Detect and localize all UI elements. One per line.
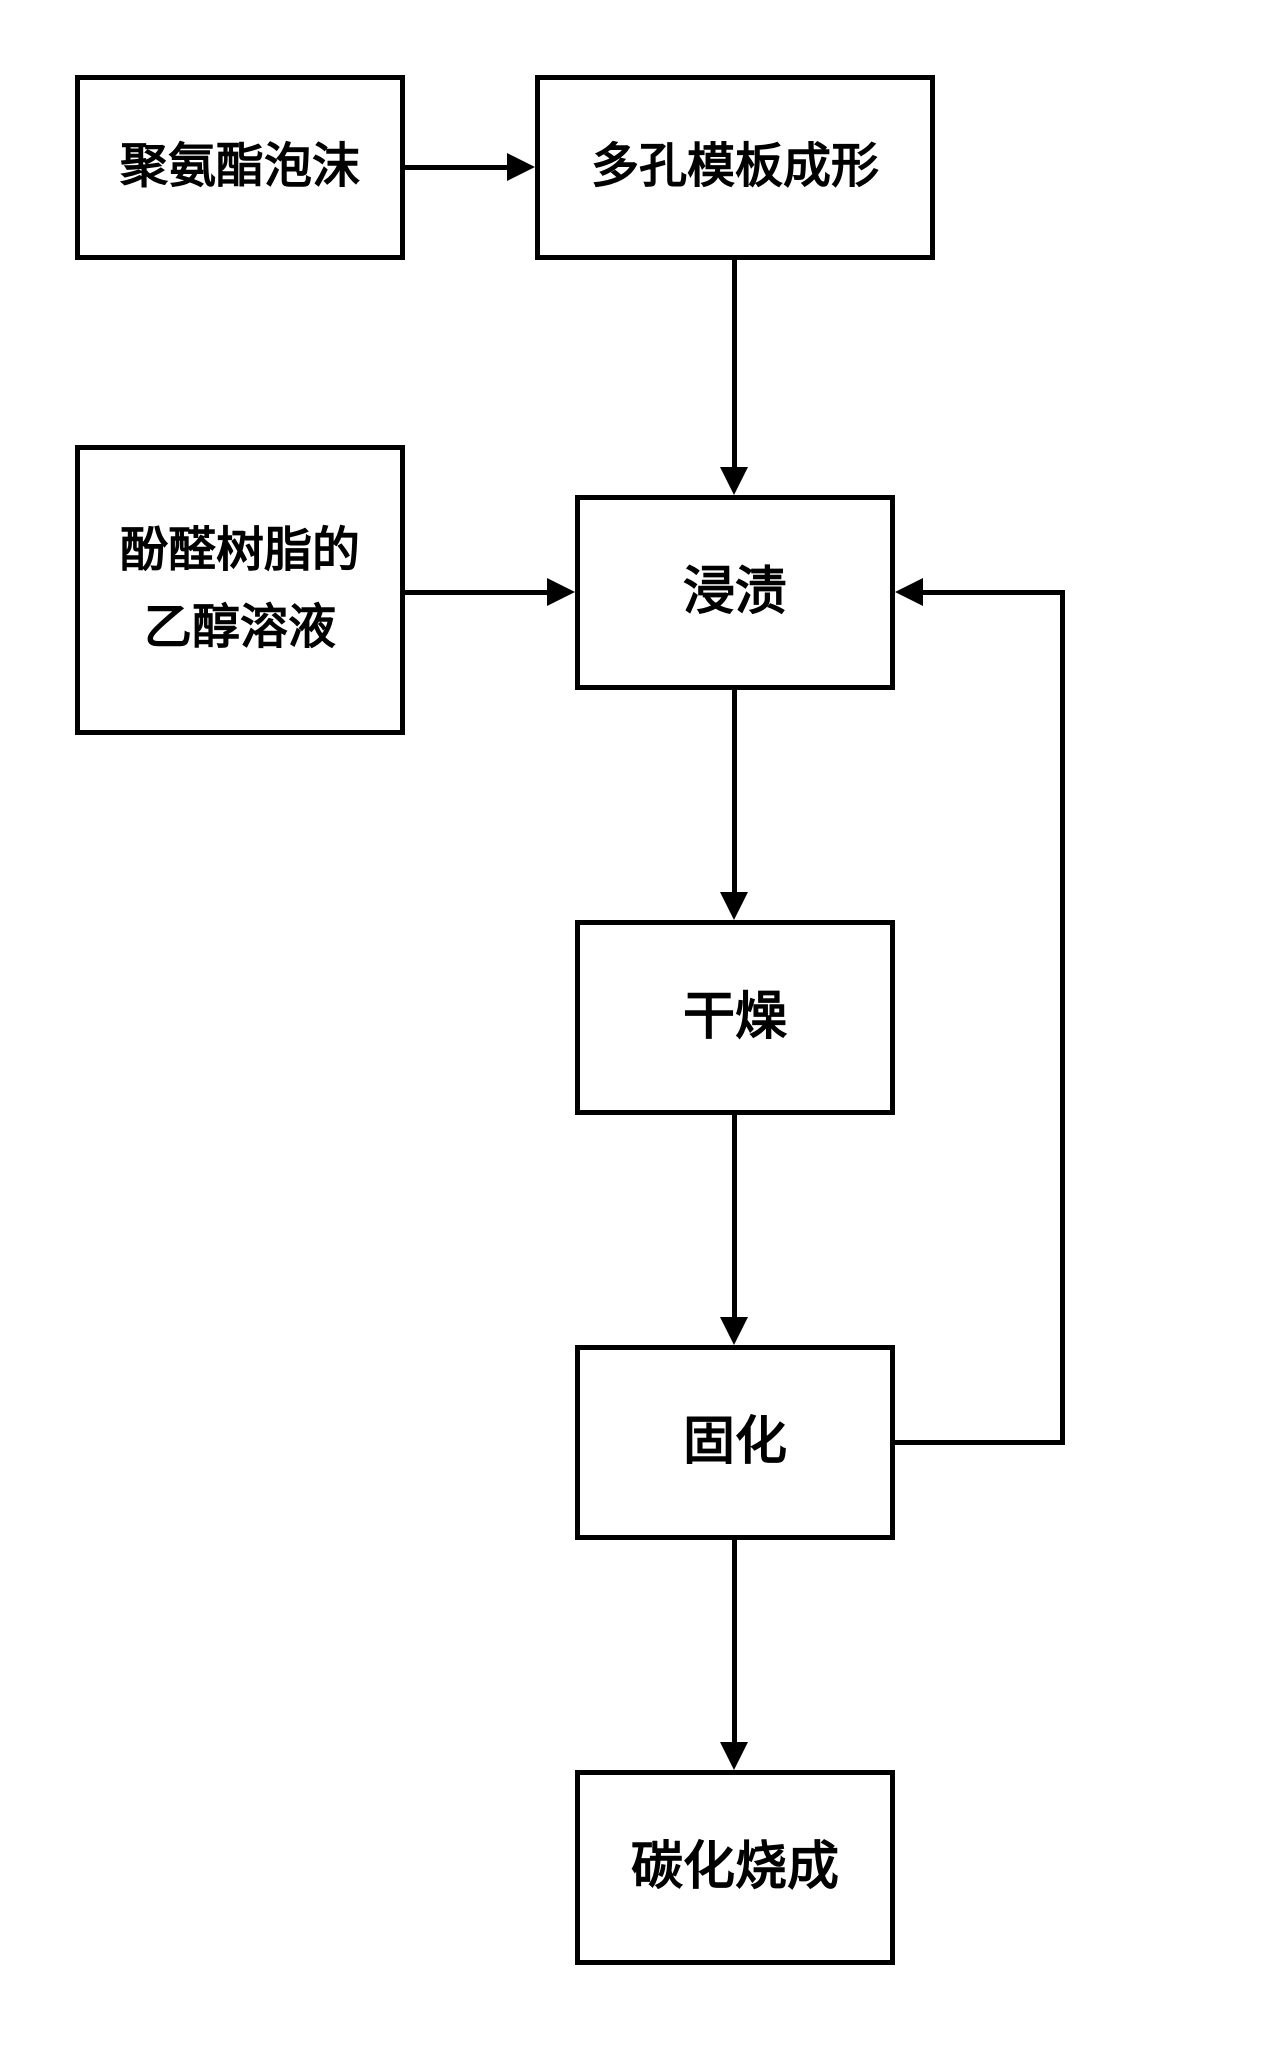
node-impregnation: 浸渍 (575, 495, 895, 690)
node-label: 多孔模板成形 (591, 129, 879, 206)
edge-n6-n4-seg2 (1060, 590, 1065, 1445)
node-phenolic-resin-ethanol: 酚醛树脂的 乙醇溶液 (75, 445, 405, 735)
node-label: 干燥 (683, 976, 787, 1059)
arrowhead-n2-n4 (720, 467, 748, 495)
edge-n2-n4 (732, 260, 737, 467)
node-label: 浸渍 (683, 551, 787, 634)
node-label: 酚醛树脂的 乙醇溶液 (120, 513, 360, 667)
edge-n6-n4-seg1 (895, 1440, 1065, 1445)
edge-n3-n4 (405, 590, 547, 595)
flowchart-container: 聚氨酯泡沫 多孔模板成形 酚醛树脂的 乙醇溶液 浸渍 干燥 固化 碳化烧成 (0, 0, 1285, 2056)
arrowhead-n3-n4 (547, 578, 575, 606)
node-label: 碳化烧成 (631, 1826, 839, 1909)
edge-n6-n4-seg3 (923, 590, 1065, 595)
arrowhead-n4-n5 (720, 892, 748, 920)
arrowhead-n5-n6 (720, 1317, 748, 1345)
edge-n6-n7 (732, 1540, 737, 1742)
arrowhead-n1-n2 (507, 153, 535, 181)
node-polyurethane-foam: 聚氨酯泡沫 (75, 75, 405, 260)
node-porous-template-forming: 多孔模板成形 (535, 75, 935, 260)
node-label: 聚氨酯泡沫 (120, 129, 360, 206)
node-carbonization: 碳化烧成 (575, 1770, 895, 1965)
edge-n1-n2 (405, 165, 507, 170)
edge-n5-n6 (732, 1115, 737, 1317)
node-curing: 固化 (575, 1345, 895, 1540)
edge-n4-n5 (732, 690, 737, 892)
arrowhead-n6-n4 (895, 578, 923, 606)
node-label: 固化 (683, 1401, 787, 1484)
node-drying: 干燥 (575, 920, 895, 1115)
arrowhead-n6-n7 (720, 1742, 748, 1770)
